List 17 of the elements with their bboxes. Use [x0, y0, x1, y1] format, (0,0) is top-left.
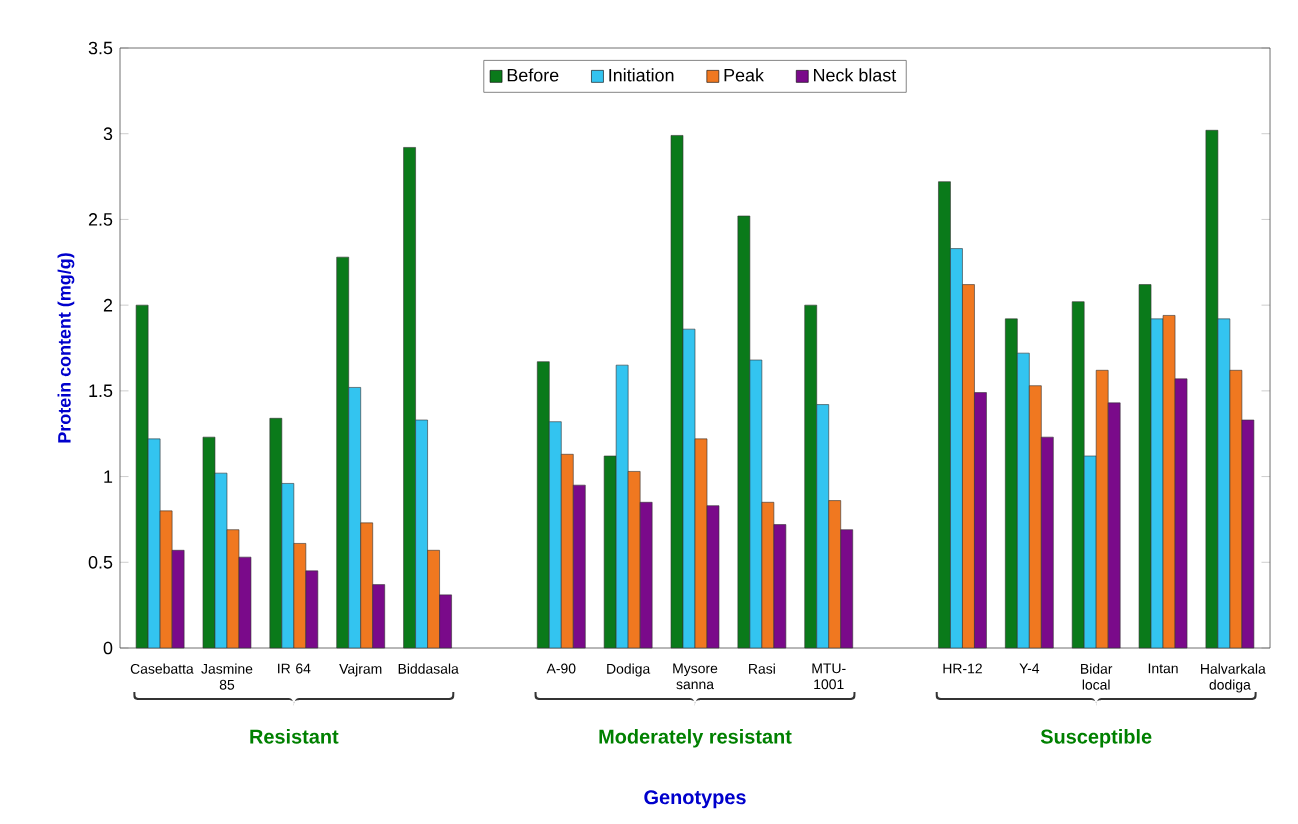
text: Susceptible: [1040, 729, 1152, 748]
y-tick-label: 0: [103, 641, 113, 655]
legend-label: Initiation: [609, 68, 674, 82]
y-tick-label: 3: [103, 127, 113, 141]
text: Moderately resistant: [599, 729, 792, 748]
legend-label: Neck blast: [814, 68, 897, 82]
text: Resistant: [250, 729, 339, 744]
y-tick-label: 2: [103, 298, 113, 312]
legend-label: Before: [507, 68, 559, 82]
y-tick-label: 0.5: [88, 555, 113, 569]
legend-label: Peak: [724, 68, 765, 82]
y-tick-label: 1.5: [89, 384, 113, 398]
y-tick-label: 3.5: [88, 41, 113, 55]
y-axis-title: Protein content (mg/g): [57, 253, 75, 443]
x-axis-title: Genotypes: [644, 790, 746, 809]
y-tick-label: 1: [104, 470, 113, 483]
y-tick-label: 2.5: [88, 213, 113, 226]
